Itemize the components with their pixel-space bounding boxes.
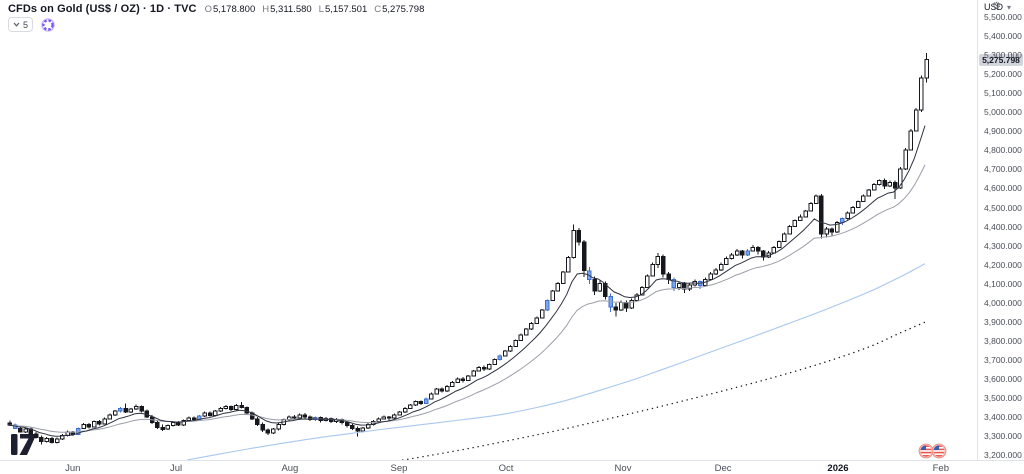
price-tick-label: 4,400.000	[984, 221, 1022, 232]
slow-ma-line	[7, 164, 926, 433]
time-tick-label: Jun	[65, 463, 81, 474]
price-tick-label: 5,200.000	[984, 69, 1022, 80]
price-tick-label: 4,100.000	[984, 278, 1022, 289]
price-tick-label: 3,500.000	[984, 393, 1022, 403]
chart-legend: CFDs on Gold (US$ / OZ) · 1D · TVC O5,17…	[8, 3, 424, 15]
price-tick-label: 4,800.000	[984, 145, 1022, 156]
price-axis[interactable]: USD ▾ 5,275.798 5,500.000 5,400.000 5,300.…	[977, 0, 1024, 460]
open-value: 5,178.800	[212, 4, 256, 15]
price-tick-label: 3,200.000	[984, 450, 1022, 461]
price-tick-label: 5,100.000	[984, 88, 1022, 99]
time-tick-label: Jul	[170, 463, 183, 474]
price-tick-label: 3,300.000	[984, 431, 1022, 442]
time-tick-label: Dec	[714, 463, 732, 474]
time-tick-label: Feb	[932, 463, 949, 474]
price-tick-label: 3,900.000	[984, 316, 1022, 327]
chevron-down-icon: ▾	[1007, 2, 1012, 12]
price-tick-label: 4,200.000	[984, 259, 1022, 270]
time-tick-label: 2026	[827, 463, 849, 474]
price-tick-label: 4,300.000	[984, 240, 1022, 251]
fast-ma-line	[7, 125, 926, 437]
time-tick-label: Aug	[281, 463, 299, 474]
ohlc-values: O5,178.800 H5,311.580 L5,157.501 C5,275.…	[204, 4, 425, 15]
price-tick-label: 5,500.000	[984, 12, 1022, 22]
us-flag-event-icon[interactable]	[919, 444, 946, 458]
price-tick-label: 4,500.000	[984, 202, 1022, 213]
price-tick-label: 3,600.000	[984, 373, 1022, 384]
price-tick-label: 4,900.000	[984, 126, 1022, 137]
high-value: 5,311.580	[270, 4, 312, 15]
price-tick-label: 3,800.000	[984, 335, 1022, 346]
last-price-label: 5,275.798	[979, 53, 1023, 66]
low-value: 5,157.501	[324, 4, 368, 15]
settings-gear-icon[interactable]: ⚙	[992, 1, 1001, 12]
indicators-collapse-button[interactable]: 5	[8, 17, 34, 32]
chevron-down-icon	[13, 22, 20, 27]
price-tick-label: 4,000.000	[984, 297, 1022, 308]
price-tick-label: 4,600.000	[984, 183, 1022, 194]
candlestick-chart[interactable]	[0, 0, 977, 460]
time-axis[interactable]: Jun Jul Aug Sep Oct Nov Dec 2026 Feb	[0, 460, 1024, 474]
currency-dropdown[interactable]: USD ▾	[984, 2, 1012, 12]
time-tick-label: Nov	[614, 463, 632, 474]
legend-toolbar: 5	[8, 17, 55, 32]
price-tick-label: 4,700.000	[984, 164, 1022, 175]
close-value: 5,275.798	[382, 4, 425, 15]
symbol-title[interactable]: CFDs on Gold (US$ / OZ) · 1D · TVC	[8, 3, 197, 15]
price-tick-label: 3,400.000	[984, 412, 1022, 423]
long-ma-line	[187, 263, 926, 460]
dotted-baseline	[399, 321, 926, 460]
price-tick-label: 3,700.000	[984, 354, 1022, 365]
time-tick-label: Sep	[390, 463, 408, 474]
loading-spinner-icon	[41, 17, 55, 32]
price-tick-label: 5,300.000	[984, 50, 1022, 61]
tradingview-logo[interactable]	[11, 434, 37, 455]
price-tick-label: 5,000.000	[984, 107, 1022, 118]
time-tick-label: Oct	[498, 463, 514, 474]
price-tick-label: 5,400.000	[984, 31, 1022, 41]
